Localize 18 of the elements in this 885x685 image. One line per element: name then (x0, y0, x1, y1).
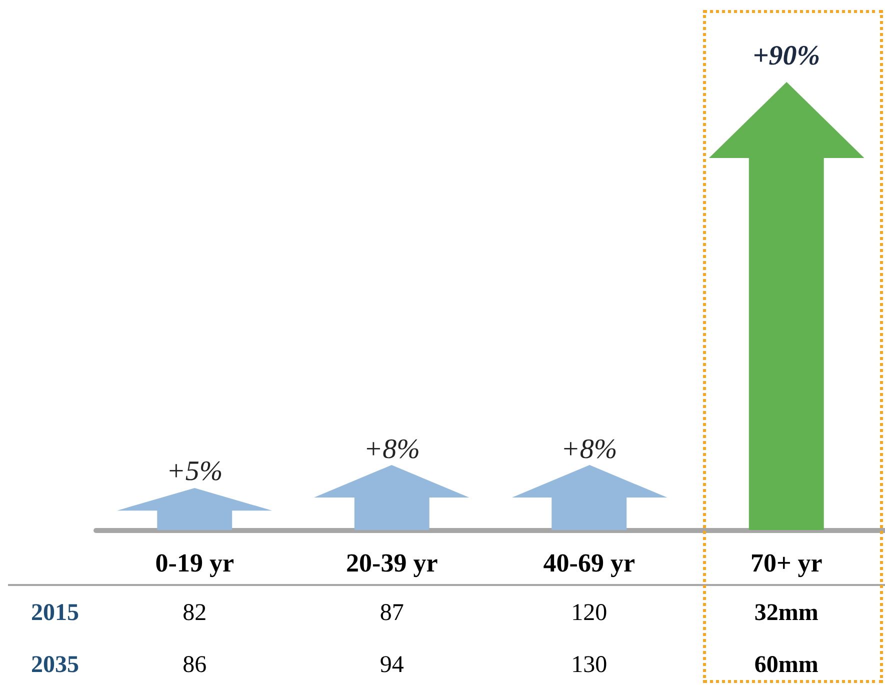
x-tick-label: 0-19 yr (155, 548, 234, 578)
text: 2015 (31, 600, 79, 626)
data-label: +5% (166, 456, 223, 488)
text: 94 (380, 652, 404, 678)
text: 120 (571, 600, 608, 626)
text: 82 (182, 600, 207, 626)
data-label: +8% (364, 434, 420, 465)
text: 87 (380, 600, 404, 626)
x-tick-label: 40-69 yr (543, 548, 635, 578)
data-label: +90% (752, 40, 820, 72)
text: 32mm (754, 600, 818, 626)
text: 2035 (31, 652, 79, 678)
text: 130 (571, 652, 608, 678)
text: 86 (182, 652, 207, 678)
text: 60mm (754, 652, 818, 678)
x-tick-label: 70+ yr (750, 548, 822, 578)
data-label: +8% (561, 434, 618, 465)
x-tick-label: 20-39 yr (346, 548, 438, 578)
